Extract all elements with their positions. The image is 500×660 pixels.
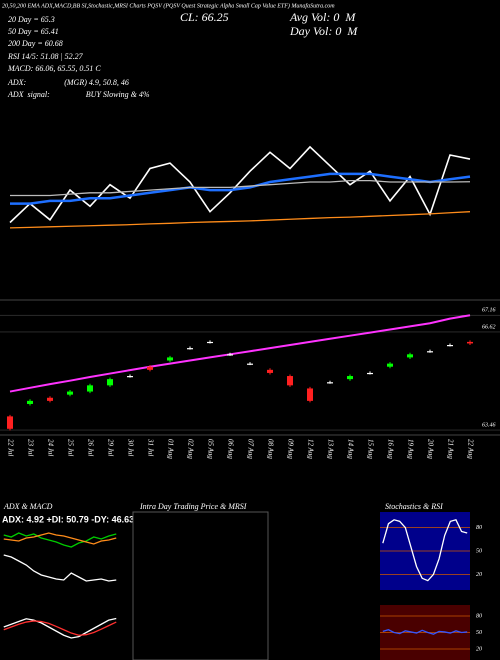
annotation: Avg Vol: 0 M	[289, 10, 356, 24]
series-line	[3, 620, 117, 636]
panel-subtitle: ADX: 4.92 +DI: 50.79 -DY: 46.63	[2, 514, 134, 524]
x-tick-label: 13 Aug	[326, 439, 334, 459]
x-tick-label: 25 Jul	[66, 439, 74, 456]
y-tick-label: 80	[476, 525, 482, 531]
candle-body	[7, 416, 13, 429]
x-tick-label: 08 Aug	[266, 439, 274, 459]
panel-title: Stochastics & RSI	[385, 502, 443, 511]
x-tick-label: 15 Aug	[366, 439, 374, 459]
series-line	[9, 211, 471, 229]
x-tick-label: 20 Aug	[426, 439, 434, 459]
y-tick-label: 50	[476, 630, 482, 636]
candle-body	[447, 345, 453, 347]
candle-body	[87, 385, 93, 392]
x-tick-label: 06 Aug	[226, 439, 234, 459]
x-tick-label: 22 Aug	[466, 439, 474, 459]
annotation: 200 Day = 60.68	[8, 39, 63, 48]
annotation: 20 Day = 65.3	[8, 15, 55, 24]
series-line	[3, 617, 117, 639]
y-tick-label: 66.62	[482, 324, 496, 330]
x-tick-label: 19 Aug	[406, 439, 414, 459]
series-line	[382, 629, 468, 635]
series-line	[9, 314, 471, 393]
x-tick-label: 24 Jul	[46, 439, 54, 456]
x-tick-label: 22 Jul	[6, 439, 14, 456]
candle-body	[27, 400, 33, 404]
x-tick-label: 09 Aug	[286, 439, 294, 459]
chart-title: 20,50,200 EMA ADX,MACD,BB SI,Stochastic,…	[2, 2, 335, 9]
x-tick-label: 16 Aug	[386, 439, 394, 459]
x-tick-label: 01 Aug	[166, 439, 174, 459]
candle-body	[187, 348, 193, 350]
series-line	[10, 172, 471, 205]
series-line	[3, 554, 117, 582]
candle-body	[67, 391, 73, 395]
y-tick-label: 67.16	[482, 308, 496, 314]
candle-body	[207, 341, 213, 344]
x-tick-label: 05 Aug	[206, 439, 214, 459]
series-line	[10, 179, 471, 197]
candle-body	[287, 376, 293, 386]
y-tick-label: 20	[476, 572, 482, 578]
x-tick-label: 23 Jul	[26, 439, 34, 456]
candle-body	[327, 382, 333, 384]
y-tick-label: 80	[476, 613, 482, 619]
annotation: ADX: (MGR) 4.9, 50.8, 46	[7, 78, 129, 87]
panel-title: ADX & MACD	[3, 502, 53, 511]
candle-body	[467, 341, 473, 344]
panel-box	[132, 511, 269, 660]
x-tick-label: 02 Aug	[186, 439, 194, 459]
annotation: 50 Day = 65.41	[8, 27, 59, 36]
annotation: RSI 14/5: 51.08 | 52.27	[7, 52, 84, 61]
x-tick-label: 07 Aug	[246, 439, 254, 459]
y-tick-label: 63.46	[482, 421, 496, 428]
y-tick-label: 50	[476, 548, 482, 554]
candle-body	[227, 354, 233, 356]
panel-title: Intra Day Trading Price & MRSI	[139, 502, 247, 511]
candle-body	[107, 379, 113, 386]
x-tick-label: 29 Jul	[106, 439, 114, 456]
x-tick-label: 26 Jul	[86, 439, 94, 456]
candle-body	[247, 363, 253, 365]
candle-body	[387, 363, 393, 367]
candle-body	[127, 376, 133, 378]
annotation: CL: 66.25	[180, 10, 229, 24]
candle-body	[147, 366, 153, 370]
x-tick-label: 14 Aug	[346, 439, 354, 459]
annotation: ADX signal: BUY Slowing & 4%	[7, 90, 150, 99]
candle-body	[167, 357, 173, 361]
x-tick-label: 12 Aug	[306, 439, 314, 459]
candle-body	[367, 372, 373, 375]
x-tick-label: 31 Jul	[146, 438, 154, 456]
candle-body	[267, 369, 273, 373]
annotation: MACD: 66.06, 65.55, 0.51 C	[7, 64, 101, 73]
candle-body	[427, 351, 433, 353]
series-line	[3, 532, 117, 548]
y-tick-label: 20	[476, 646, 482, 652]
series-line	[3, 532, 117, 545]
series-line	[382, 519, 468, 582]
candle-body	[407, 354, 413, 358]
annotation: Day Vol: 0 M	[289, 24, 358, 38]
candle-body	[47, 397, 53, 401]
candle-body	[307, 388, 313, 401]
x-tick-label: 21 Aug	[446, 439, 454, 459]
candle-body	[347, 376, 353, 380]
series-line	[9, 145, 471, 224]
x-tick-label: 30 Jul	[126, 438, 134, 456]
